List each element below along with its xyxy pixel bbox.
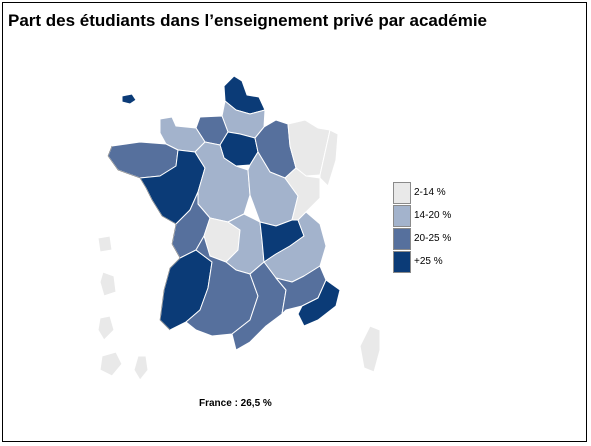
region-besancon [284, 167, 321, 221]
region-inset-mayotte [133, 355, 149, 381]
legend-label: 14-20 % [414, 210, 452, 221]
region-inset-caraibes [97, 235, 117, 297]
region-montpellier [231, 261, 287, 351]
legend-swatch [393, 204, 411, 227]
legend-swatch [393, 181, 411, 204]
region-inset-guyane [97, 315, 115, 341]
legend-label: 20-25 % [414, 233, 452, 244]
legend-item: 2-14 % [393, 181, 473, 204]
chart-title: Part des étudiants dans l’enseignement p… [8, 11, 488, 30]
legend-swatch [393, 227, 411, 250]
region-nice [297, 279, 341, 327]
legend-item: 14-20 % [393, 204, 473, 227]
coastline [107, 145, 181, 331]
region-inset-reunion [99, 351, 123, 377]
legend-label: +25 % [414, 256, 443, 267]
legend-swatch [393, 250, 411, 273]
region-strasbourg [319, 129, 339, 187]
legend-item: +25 % [393, 250, 473, 273]
france-average: France : 26,5 % [199, 398, 272, 409]
region-corse [359, 325, 381, 373]
legend-label: 2-14 % [414, 187, 446, 198]
legend: 2-14 % 14-20 % 20-25 % +25 % [393, 181, 473, 273]
region-inset-saint-pierre [121, 93, 137, 105]
legend-item: 20-25 % [393, 227, 473, 250]
